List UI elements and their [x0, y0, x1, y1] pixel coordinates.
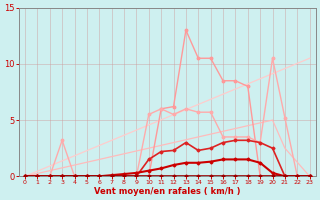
X-axis label: Vent moyen/en rafales ( km/h ): Vent moyen/en rafales ( km/h ) — [94, 187, 241, 196]
